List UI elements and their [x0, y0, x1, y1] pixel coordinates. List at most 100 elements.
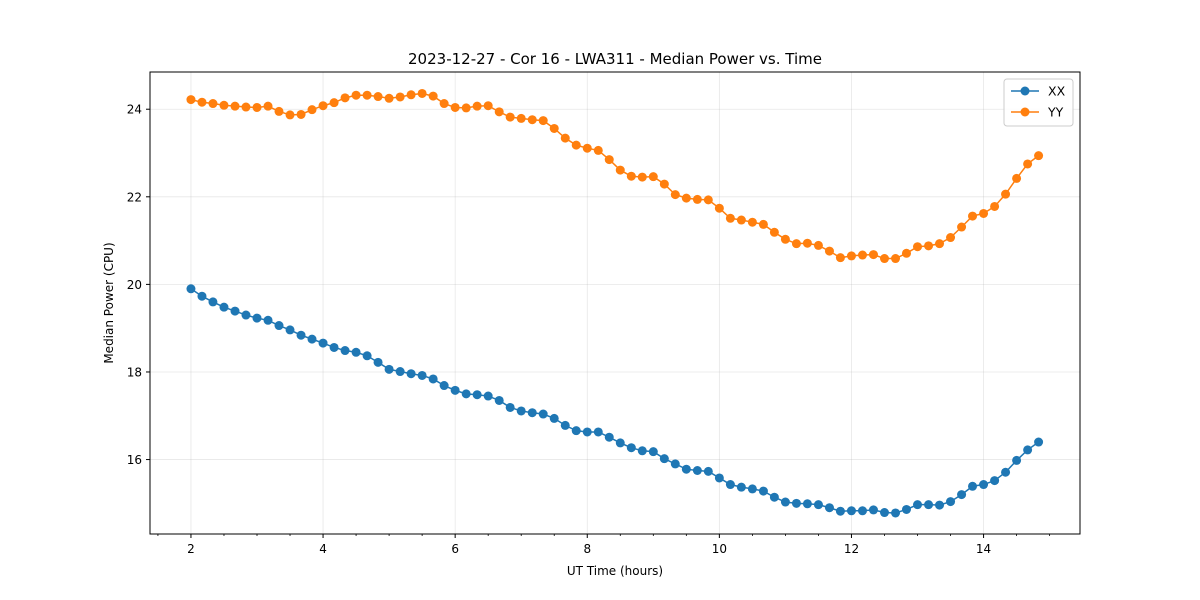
- data-point-yy: [758, 219, 768, 229]
- data-point-xx: [439, 381, 449, 391]
- series-layer: [186, 88, 1044, 518]
- data-point-xx: [1023, 445, 1033, 455]
- data-point-yy: [406, 90, 416, 100]
- data-point-xx: [813, 500, 823, 510]
- data-point-yy: [835, 253, 845, 263]
- data-point-yy: [538, 116, 548, 126]
- data-point-yy: [373, 92, 383, 102]
- data-point-xx: [879, 508, 889, 518]
- data-point-xx: [417, 370, 427, 380]
- data-point-yy: [263, 101, 273, 111]
- data-point-xx: [924, 500, 934, 510]
- data-point-yy: [725, 213, 735, 223]
- data-point-yy: [946, 233, 956, 243]
- data-point-yy: [296, 109, 306, 119]
- data-point-yy: [417, 88, 427, 98]
- data-point-yy: [736, 215, 746, 225]
- data-point-xx: [340, 346, 350, 356]
- data-point-xx: [571, 426, 581, 436]
- data-point-yy: [868, 250, 878, 260]
- data-point-yy: [252, 102, 262, 112]
- data-point-xx: [252, 313, 262, 323]
- data-point-xx: [846, 506, 856, 516]
- data-point-xx: [835, 506, 845, 516]
- data-point-xx: [395, 367, 405, 377]
- data-point-xx: [747, 484, 757, 494]
- plot-frame: [149, 71, 1081, 535]
- series-line-yy: [190, 92, 1040, 260]
- data-point-yy: [802, 238, 812, 248]
- legend-marker-yy: [1020, 107, 1030, 117]
- data-point-yy: [329, 98, 339, 108]
- data-point-yy: [362, 90, 372, 100]
- data-point-xx: [351, 347, 361, 357]
- data-point-xx: [725, 480, 735, 490]
- data-point-yy: [924, 241, 934, 251]
- data-point-xx: [670, 459, 680, 469]
- data-point-xx: [990, 476, 1000, 486]
- y-tick-label: 22: [127, 190, 142, 204]
- data-point-yy: [450, 102, 460, 112]
- data-point-xx: [406, 369, 416, 379]
- data-point-yy: [857, 250, 867, 260]
- data-point-yy: [318, 101, 328, 111]
- data-point-xx: [946, 497, 956, 507]
- data-point-xx: [857, 506, 867, 516]
- data-point-yy: [714, 203, 724, 213]
- data-point-yy: [230, 101, 240, 111]
- x-tick-label: 10: [712, 542, 727, 556]
- legend: XX YY: [1003, 78, 1074, 127]
- data-point-yy: [472, 101, 482, 111]
- data-point-xx: [219, 302, 229, 312]
- data-point-xx: [703, 466, 713, 476]
- data-point-yy: [604, 155, 614, 165]
- legend-label-xx: XX: [1048, 84, 1066, 99]
- series-line-xx: [190, 288, 1040, 514]
- data-point-xx: [802, 499, 812, 509]
- data-point-yy: [990, 201, 1000, 211]
- data-point-yy: [957, 222, 967, 232]
- data-point-yy: [747, 217, 757, 227]
- data-point-yy: [384, 93, 394, 103]
- data-point-xx: [186, 284, 196, 294]
- data-point-xx: [527, 408, 537, 418]
- data-point-xx: [935, 500, 945, 510]
- data-point-xx: [659, 454, 669, 464]
- data-point-yy: [780, 234, 790, 244]
- x-axis-label: UT Time (hours): [567, 564, 663, 578]
- data-point-yy: [813, 240, 823, 250]
- series-xx: [186, 284, 1044, 518]
- data-point-yy: [483, 101, 493, 111]
- data-point-yy: [670, 190, 680, 200]
- data-point-yy: [692, 194, 702, 204]
- data-point-yy: [791, 239, 801, 249]
- data-point-xx: [736, 482, 746, 492]
- data-point-xx: [868, 505, 878, 515]
- data-point-xx: [373, 357, 383, 367]
- data-point-yy: [637, 172, 647, 182]
- data-point-yy: [1023, 159, 1033, 169]
- data-point-yy: [439, 99, 449, 109]
- data-point-xx: [384, 364, 394, 374]
- data-point-yy: [648, 172, 658, 182]
- data-point-xx: [681, 464, 691, 474]
- x-tick-label: 8: [583, 542, 591, 556]
- data-point-yy: [659, 179, 669, 189]
- data-point-xx: [780, 497, 790, 507]
- data-point-xx: [913, 500, 923, 510]
- data-point-yy: [968, 211, 978, 221]
- data-point-xx: [560, 420, 570, 430]
- data-point-xx: [593, 427, 603, 437]
- data-point-xx: [1012, 455, 1022, 465]
- data-point-xx: [428, 374, 438, 384]
- data-point-xx: [329, 342, 339, 352]
- data-point-yy: [307, 105, 317, 115]
- data-point-yy: [571, 140, 581, 150]
- data-point-yy: [615, 165, 625, 175]
- data-point-yy: [879, 254, 889, 264]
- data-point-xx: [824, 503, 834, 513]
- data-point-yy: [549, 123, 559, 133]
- x-tick-label: 6: [451, 542, 459, 556]
- data-point-yy: [428, 91, 438, 101]
- data-point-yy: [901, 248, 911, 258]
